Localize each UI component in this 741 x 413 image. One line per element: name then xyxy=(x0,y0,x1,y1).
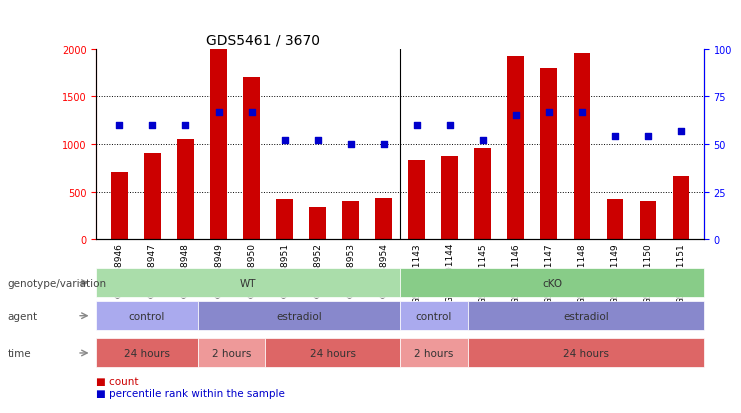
Point xyxy=(609,134,621,140)
Text: genotype/variation: genotype/variation xyxy=(7,278,107,288)
Point xyxy=(312,138,324,144)
Text: 24 hours: 24 hours xyxy=(563,348,609,358)
Bar xyxy=(177,140,193,240)
Point xyxy=(510,113,522,119)
Point xyxy=(179,122,191,129)
Text: WT: WT xyxy=(240,278,256,288)
Point xyxy=(476,138,488,144)
Bar xyxy=(442,157,458,240)
Text: ■ percentile rank within the sample: ■ percentile rank within the sample xyxy=(96,389,285,399)
Text: GDS5461 / 3670: GDS5461 / 3670 xyxy=(206,33,319,47)
Bar xyxy=(342,202,359,240)
Text: control: control xyxy=(416,311,452,321)
Bar xyxy=(673,177,689,240)
Bar xyxy=(276,199,293,240)
Bar xyxy=(639,202,656,240)
Point xyxy=(147,122,159,129)
Text: cKO: cKO xyxy=(542,278,562,288)
Point xyxy=(113,122,125,129)
Bar xyxy=(607,199,623,240)
Point xyxy=(345,141,356,148)
Point xyxy=(675,128,687,135)
Bar xyxy=(210,50,227,240)
Point xyxy=(378,141,390,148)
Text: 24 hours: 24 hours xyxy=(124,348,170,358)
Bar xyxy=(508,57,524,240)
Bar xyxy=(540,69,557,240)
Point xyxy=(411,122,422,129)
Bar xyxy=(408,161,425,240)
Text: time: time xyxy=(7,348,31,358)
Point xyxy=(543,109,555,116)
Text: agent: agent xyxy=(7,311,38,321)
Point xyxy=(576,109,588,116)
Bar xyxy=(243,78,260,240)
Point xyxy=(279,138,290,144)
Text: 2 hours: 2 hours xyxy=(212,348,251,358)
Text: ■ count: ■ count xyxy=(96,376,139,386)
Bar xyxy=(376,199,392,240)
Text: estradiol: estradiol xyxy=(563,311,608,321)
Bar xyxy=(474,148,491,240)
Point xyxy=(642,134,654,140)
Point xyxy=(213,109,225,116)
Bar xyxy=(574,55,590,240)
Text: estradiol: estradiol xyxy=(276,311,322,321)
Text: 24 hours: 24 hours xyxy=(310,348,356,358)
Bar xyxy=(144,154,161,240)
Bar xyxy=(111,173,127,240)
Text: 2 hours: 2 hours xyxy=(414,348,453,358)
Bar xyxy=(309,207,326,240)
Point xyxy=(444,122,456,129)
Point xyxy=(245,109,257,116)
Text: control: control xyxy=(129,311,165,321)
